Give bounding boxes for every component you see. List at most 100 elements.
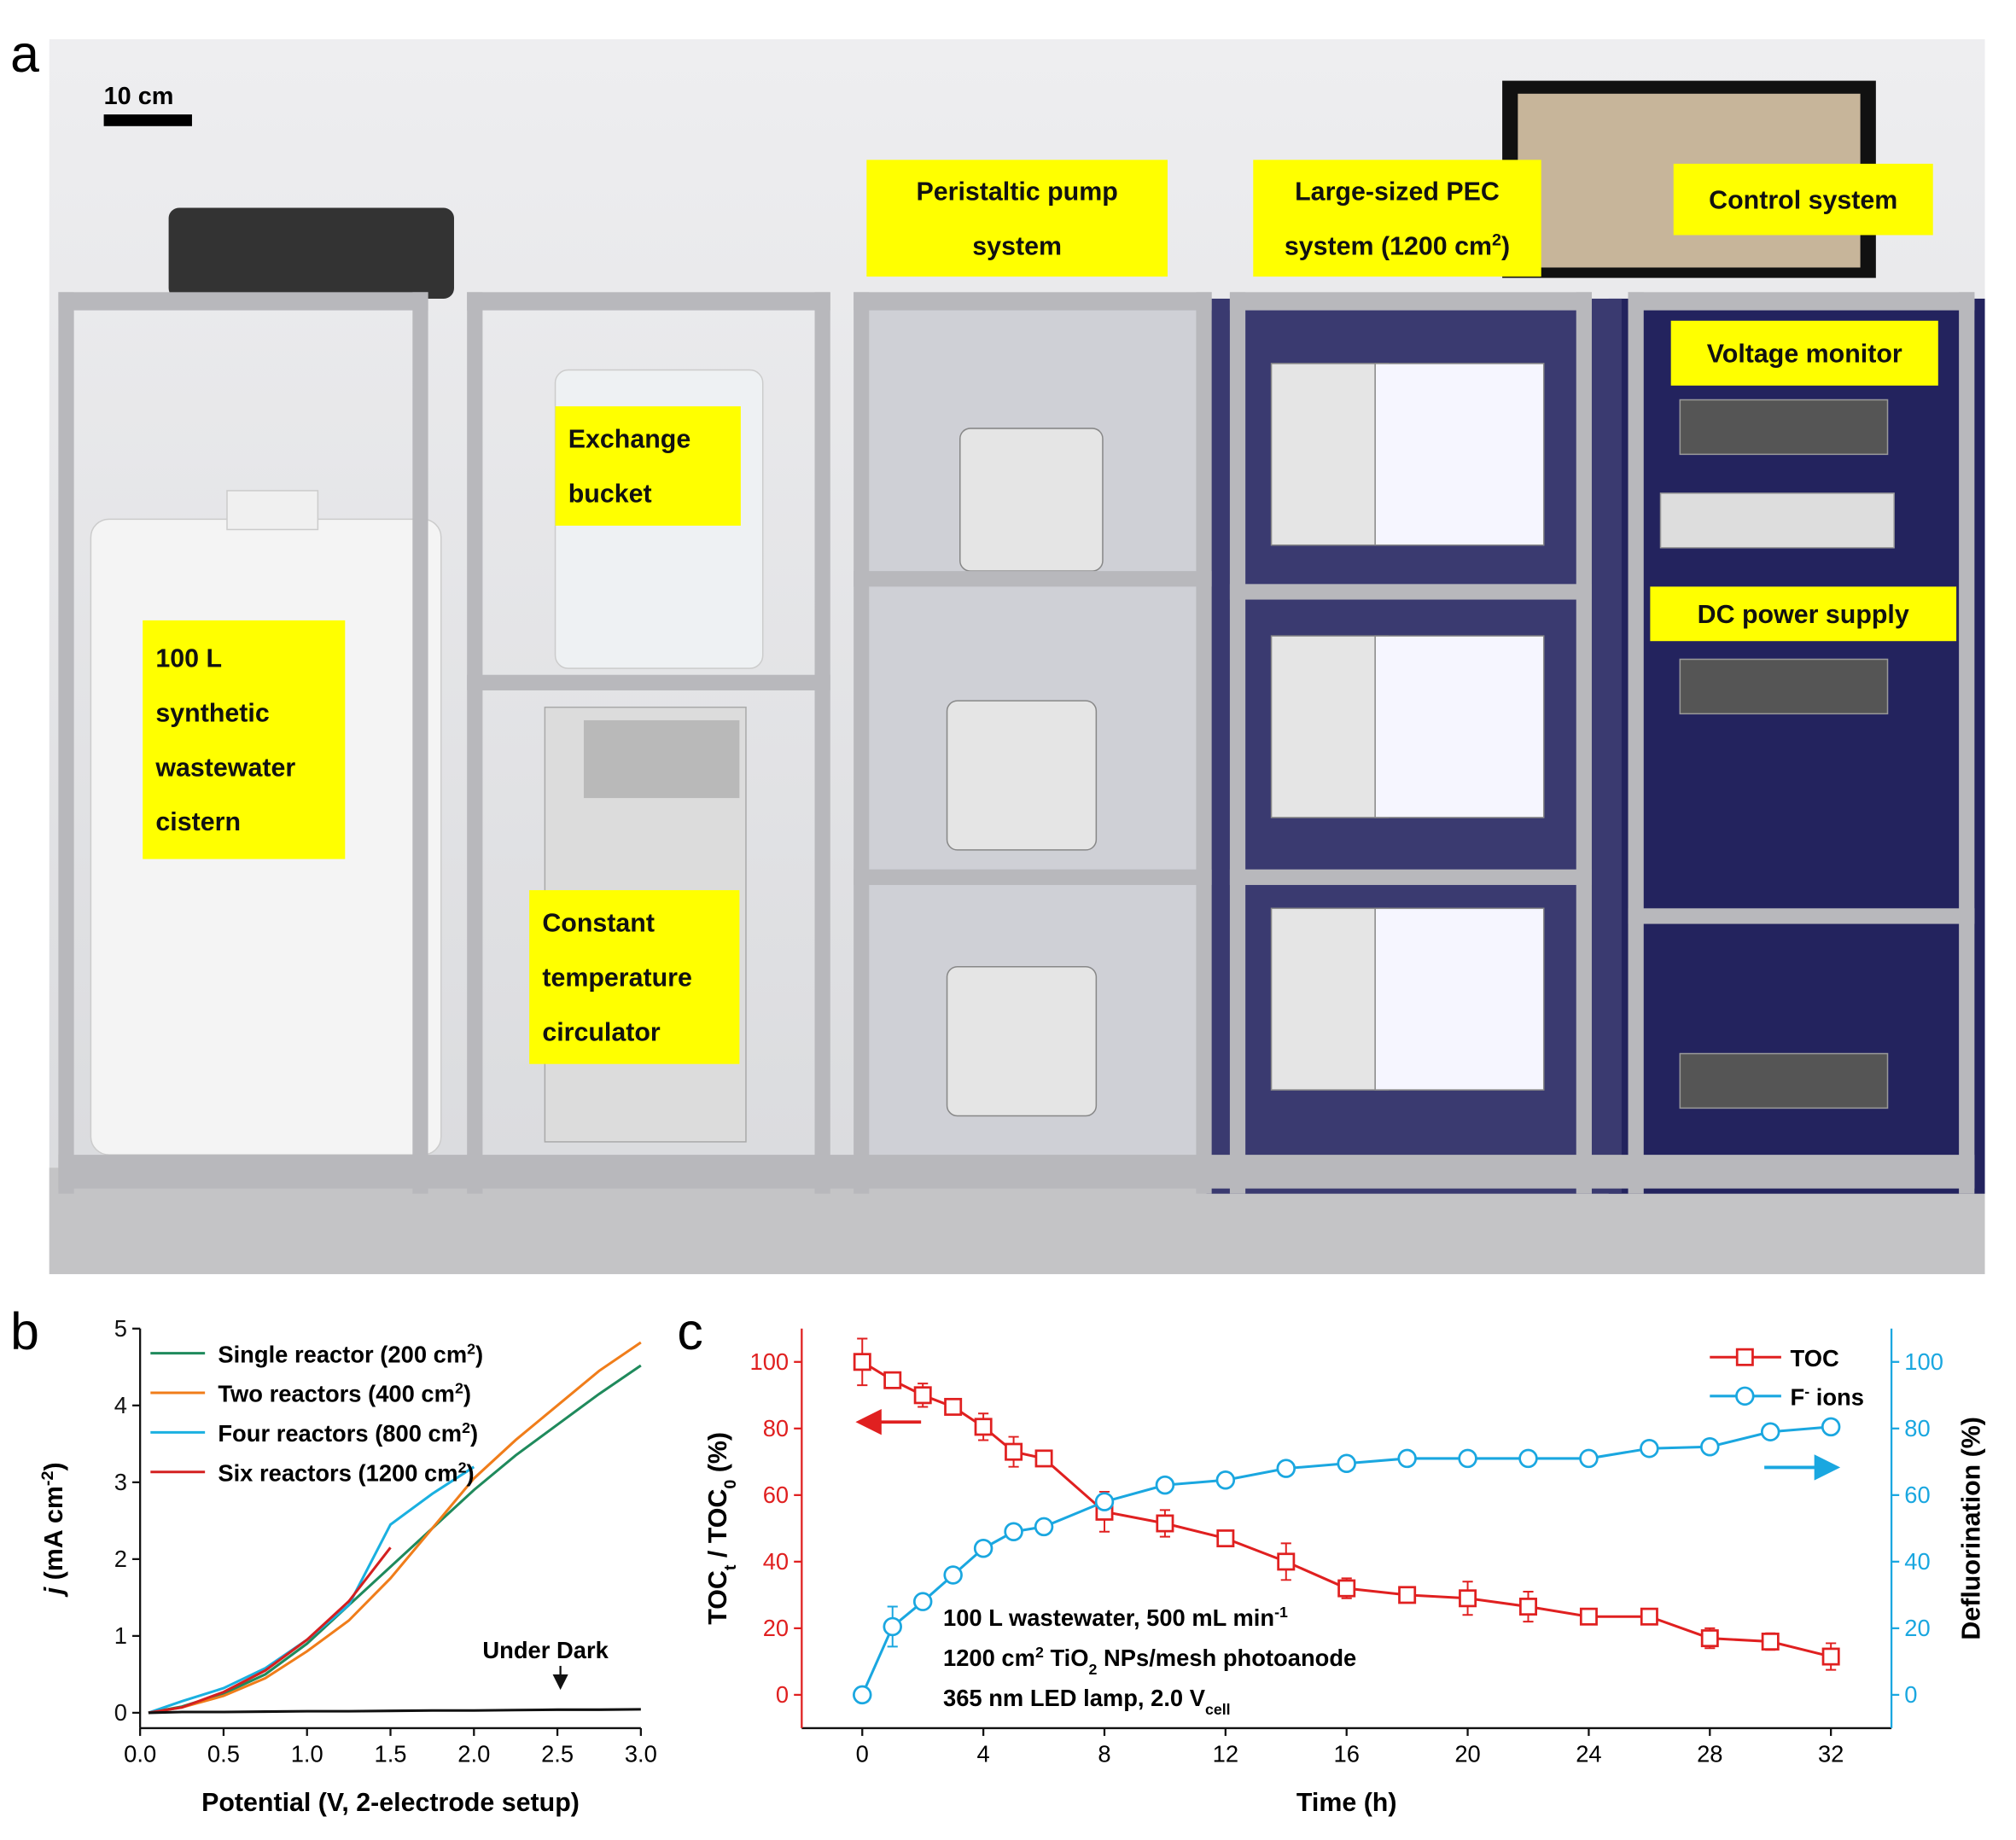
y-axis-label: j (mA cm-2) (38, 1462, 68, 1598)
callout-box (555, 406, 741, 526)
x-tick-label: 1.5 (374, 1740, 406, 1767)
panel-b: b 0.0 0.5 1.0 1.5 2.0 2.5 3.0 0 1 2 3 4 5 Potential (V… (10, 1302, 657, 1817)
marker (973, 1539, 993, 1558)
callout-box (1670, 320, 1938, 386)
y2-tick-label: 20 (1904, 1615, 1930, 1641)
y-tick-label: 40 (763, 1548, 789, 1575)
marker (1458, 1448, 1477, 1469)
x-axis-label: Potential (V, 2-electrode setup) (201, 1788, 580, 1817)
marker (1700, 1437, 1720, 1457)
marker (1579, 1607, 1598, 1626)
x-tick-label: 12 (1213, 1740, 1238, 1767)
y2-axis-label: Defluorination (%) (1956, 1417, 1985, 1640)
callout-text: cistern (155, 807, 241, 836)
x-tick-label: 1.0 (291, 1740, 323, 1767)
marker (1215, 1470, 1236, 1490)
text-part: (%) (703, 1432, 732, 1480)
marker (1519, 1598, 1537, 1616)
text-part: ions (1809, 1383, 1864, 1410)
marker (974, 1418, 993, 1436)
marker (1156, 1514, 1174, 1533)
text-part: t (721, 1564, 740, 1570)
y-tick-label: 5 (114, 1315, 127, 1342)
marker (1518, 1448, 1538, 1469)
marker (944, 1397, 963, 1416)
callout-box (143, 620, 346, 859)
marker (1821, 1417, 1841, 1437)
x-tick-label: 28 (1697, 1740, 1722, 1767)
text-part: (mA cm (39, 1486, 68, 1587)
y2-tick-label: 100 (1904, 1348, 1943, 1375)
text-part: 2 (1089, 1661, 1098, 1678)
text-part: 365 nm LED lamp, 2.0 V (943, 1685, 1206, 1711)
x-tick-label: 0 (856, 1740, 869, 1767)
marker (1276, 1459, 1296, 1478)
marker (1640, 1438, 1659, 1459)
marker (1034, 1449, 1053, 1468)
x-tick-label: 32 (1818, 1740, 1844, 1767)
marker (1700, 1629, 1719, 1648)
text-part: 0 (721, 1480, 740, 1489)
callout-text: system (1200 cm2) (1285, 230, 1510, 260)
marker (1821, 1647, 1840, 1666)
marker (853, 1685, 872, 1705)
x-tick-label: 2.5 (541, 1740, 574, 1767)
marker (1640, 1607, 1658, 1626)
y-axis-label: TOCt / TOC0 (%) (703, 1432, 740, 1625)
marker (1761, 1633, 1780, 1651)
callout-text: Control system (1709, 185, 1897, 214)
scale-bar-label: 10 cm (104, 83, 174, 110)
text-part: ) (470, 1420, 478, 1447)
text-part: ) (475, 1341, 483, 1367)
marker (1760, 1422, 1780, 1441)
text-part: ) (39, 1462, 68, 1470)
text-part: 1200 cm (943, 1645, 1035, 1671)
marker (943, 1565, 963, 1585)
x-axis-label: Time (h) (1296, 1788, 1397, 1817)
series-line (148, 1546, 392, 1715)
x-tick-label: 0.5 (207, 1740, 240, 1767)
text-part: Six reactors (1200 cm (218, 1459, 457, 1486)
x-tick-label: 8 (1098, 1740, 1110, 1767)
marker (1094, 1492, 1115, 1511)
panel-label: b (10, 1302, 39, 1360)
text-part: 2 (458, 1459, 467, 1476)
marker (883, 1616, 902, 1637)
series-label: Under Dark (482, 1637, 609, 1663)
callout-text: Voltage monitor (1707, 339, 1902, 368)
marker (1005, 1442, 1023, 1461)
y-tick-label: 1 (114, 1622, 127, 1649)
y-tick-label: 3 (114, 1469, 127, 1495)
marker (1004, 1522, 1023, 1542)
text-part: ) (1501, 231, 1510, 260)
text-part: 2 (467, 1340, 475, 1357)
callout-text: Peristaltic pump (916, 177, 1117, 206)
x-tick-label: 24 (1576, 1740, 1601, 1767)
legend-label: F- ions (1791, 1383, 1864, 1410)
y-tick-label: 60 (763, 1482, 789, 1508)
y-tick-label: 4 (114, 1392, 127, 1418)
marker (1398, 1586, 1417, 1604)
annotation: 365 nm LED lamp, 2.0 Vcell (943, 1685, 1231, 1718)
y2-tick-label: 60 (1904, 1482, 1930, 1508)
series-line (148, 1465, 475, 1715)
text-part: 2 (455, 1380, 463, 1397)
callout-text: synthetic (155, 698, 269, 727)
callout-box (1673, 163, 1933, 236)
annotation: 1200 cm2 TiO2 NPs/mesh photoanode (943, 1644, 1356, 1678)
x-tick-label: 0.0 (124, 1740, 156, 1767)
y2-tick-label: 0 (1904, 1681, 1917, 1708)
text-part: -1 (1274, 1604, 1288, 1621)
text-part: Two reactors (400 cm (218, 1381, 455, 1407)
y-tick-label: 20 (763, 1615, 789, 1641)
text-part: TiO (1044, 1645, 1089, 1671)
text-part: 2 (1492, 230, 1501, 249)
text-part: 2 (462, 1419, 470, 1436)
text-part: system (1200 cm (1285, 231, 1492, 260)
x-tick-label: 4 (977, 1740, 990, 1767)
callout-text: Large-sized PEC (1295, 177, 1500, 206)
series-line (148, 1341, 642, 1715)
legend-label: Four reactors (800 cm2) (218, 1419, 478, 1447)
